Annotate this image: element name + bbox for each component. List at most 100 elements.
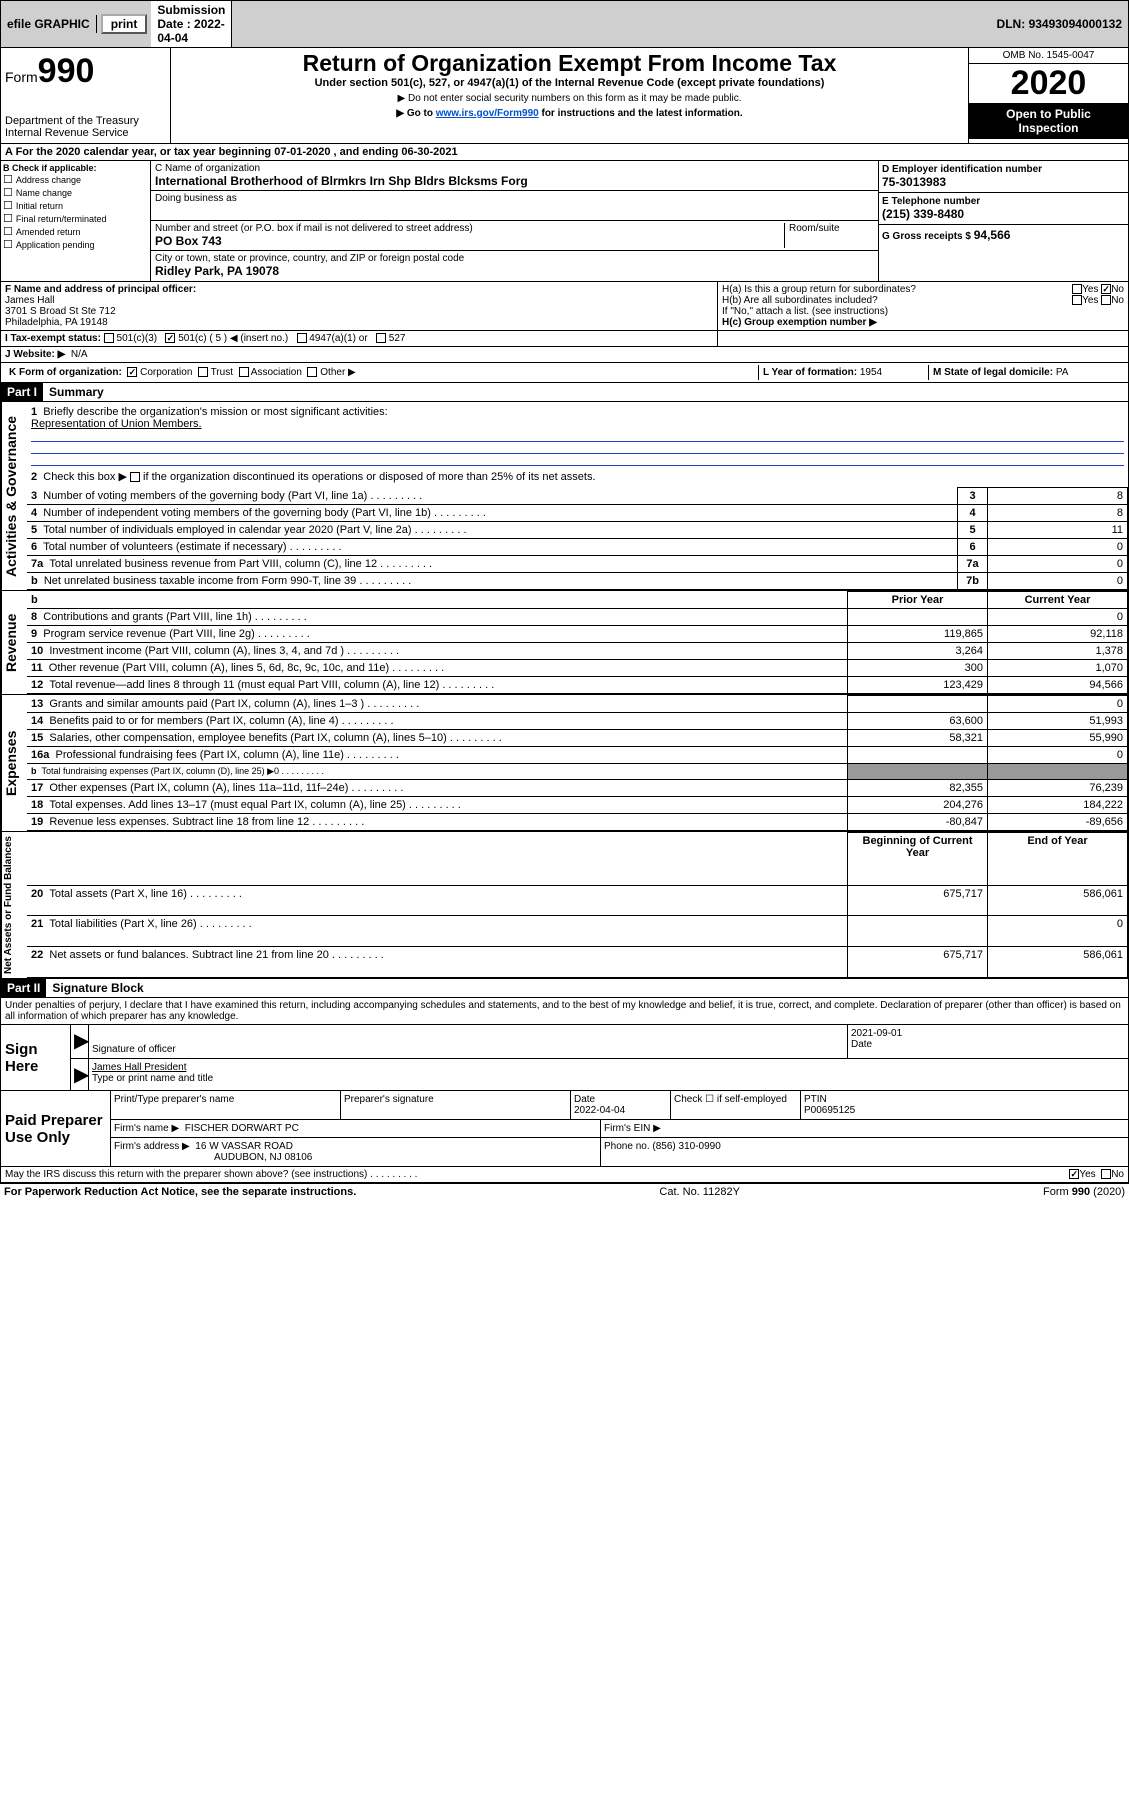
- part1-title: Summary: [43, 385, 104, 399]
- chk-final-return[interactable]: Final return/terminated: [3, 212, 148, 225]
- sign-date: 2021-09-01: [851, 1028, 902, 1039]
- open-inspection: Open to PublicInspection: [969, 103, 1128, 139]
- self-emp[interactable]: Check ☐ if self-employed: [671, 1091, 801, 1119]
- revenue-table: b Prior Year Current Year 8 Contribution…: [27, 591, 1128, 694]
- expenses-table: 13 Grants and similar amounts paid (Part…: [27, 695, 1128, 831]
- k-corp[interactable]: ✓: [127, 367, 137, 377]
- l-value: 1954: [860, 367, 882, 378]
- gross-label: G Gross receipts $: [882, 231, 971, 242]
- f-label: F Name and address of principal officer:: [5, 284, 196, 295]
- discuss-text: May the IRS discuss this return with the…: [5, 1169, 367, 1180]
- side-expenses: Expenses: [1, 695, 27, 831]
- side-netassets: Net Assets or Fund Balances: [1, 832, 27, 978]
- org-address: PO Box 743: [155, 234, 222, 248]
- c-name-label: C Name of organization: [155, 163, 874, 174]
- hb-label: H(b) Are all subordinates included?: [722, 295, 878, 306]
- officer-addr1: 3701 S Broad St Ste 712: [5, 306, 116, 317]
- ps-label: Preparer's signature: [341, 1091, 571, 1119]
- print-button[interactable]: print: [101, 14, 148, 34]
- paid-preparer: Paid Preparer Use Only: [1, 1091, 111, 1166]
- governance-table: 3 Number of voting members of the govern…: [27, 487, 1128, 590]
- i-label: I Tax-exempt status:: [5, 333, 101, 344]
- chk-name-change[interactable]: Name change: [3, 186, 148, 199]
- ein-label: D Employer identification number: [882, 164, 1042, 175]
- website-value: N/A: [71, 349, 88, 360]
- dln-value: 93493094000132: [1029, 17, 1122, 31]
- mission: Representation of Union Members.: [31, 418, 202, 430]
- chk-initial-return[interactable]: Initial return: [3, 199, 148, 212]
- sign-here: Sign Here: [1, 1025, 71, 1090]
- ptin: P00695125: [804, 1105, 855, 1116]
- tel-value: (215) 339-8480: [882, 207, 964, 221]
- city-label: City or town, state or province, country…: [155, 253, 874, 264]
- netassets-table: Beginning of Current Year End of Year 20…: [27, 832, 1128, 978]
- sig-officer-label: Signature of officer: [92, 1044, 176, 1055]
- part2-title: Signature Block: [46, 981, 143, 995]
- officer-name: James Hall: [5, 295, 54, 306]
- penalty-text: Under penalties of perjury, I declare th…: [0, 998, 1129, 1025]
- i-501c3[interactable]: [104, 333, 114, 343]
- l-label: L Year of formation:: [763, 367, 857, 378]
- subtitle2: ▶ Do not enter social security numbers o…: [173, 93, 966, 104]
- name-title-label: Type or print name and title: [92, 1073, 213, 1084]
- q1: Briefly describe the organization's miss…: [43, 406, 387, 418]
- row-a-taxyear: A For the 2020 calendar year, or tax yea…: [0, 144, 1129, 161]
- pt-label: Print/Type preparer's name: [111, 1091, 341, 1119]
- footer-left: For Paperwork Reduction Act Notice, see …: [4, 1186, 356, 1198]
- hb2-label: If "No," attach a list. (see instruction…: [722, 306, 888, 317]
- footer-mid: Cat. No. 11282Y: [659, 1186, 740, 1198]
- dba-label: Doing business as: [155, 193, 874, 204]
- i-4947[interactable]: [297, 333, 307, 343]
- ha-yes[interactable]: [1072, 284, 1082, 294]
- officer-addr2: Philadelphia, PA 19148: [5, 317, 108, 328]
- chk-amended[interactable]: Amended return: [3, 225, 148, 238]
- gross-value: 94,566: [974, 228, 1011, 242]
- arrow-icon-2: [71, 1059, 89, 1090]
- k-other[interactable]: [307, 367, 317, 377]
- irs-label: Internal Revenue Service: [5, 127, 166, 139]
- org-name: International Brotherhood of Blrmkrs Irn…: [155, 174, 528, 188]
- subtitle3: ▶ Go to www.irs.gov/Form990 for instruct…: [173, 108, 966, 119]
- side-revenue: Revenue: [1, 591, 27, 694]
- efile-label: efile GRAPHIC: [1, 15, 97, 33]
- discuss-yes[interactable]: ✓: [1069, 1169, 1079, 1179]
- b-header: B Check if applicable:: [3, 163, 97, 173]
- part1-num: Part I: [1, 383, 43, 401]
- i-501c[interactable]: ✓: [165, 333, 175, 343]
- hc-label: H(c) Group exemption number ▶: [722, 317, 877, 328]
- i-527[interactable]: [376, 333, 386, 343]
- ha-label: H(a) Is this a group return for subordin…: [722, 284, 916, 295]
- chk-app-pending[interactable]: Application pending: [3, 238, 148, 251]
- k-assoc[interactable]: [239, 367, 249, 377]
- discuss-no[interactable]: [1101, 1169, 1111, 1179]
- addr-label: Number and street (or P.O. box if mail i…: [155, 223, 784, 234]
- form-title: Return of Organization Exempt From Incom…: [173, 50, 966, 77]
- section-b: B Check if applicable: Address change Na…: [1, 161, 151, 281]
- hb-yes[interactable]: [1072, 295, 1082, 305]
- firm-addr1: 16 W VASSAR ROAD: [195, 1141, 293, 1152]
- hb-no[interactable]: [1101, 295, 1111, 305]
- firm-name: FISCHER DORWART PC: [185, 1123, 299, 1134]
- form-number: Form990: [5, 52, 166, 91]
- ha-no[interactable]: ✓: [1101, 284, 1111, 294]
- part2-num: Part II: [1, 979, 46, 997]
- subtitle1: Under section 501(c), 527, or 4947(a)(1)…: [173, 77, 966, 89]
- firm-phone: (856) 310-0990: [652, 1141, 720, 1152]
- org-city: Ridley Park, PA 19078: [155, 264, 279, 278]
- side-governance: Activities & Governance: [1, 402, 27, 590]
- dept-treasury: Department of the Treasury: [5, 115, 166, 127]
- date-label: Date: [851, 1039, 872, 1050]
- footer-right: Form 990 (2020): [1043, 1186, 1125, 1198]
- officer-name-title: James Hall President: [92, 1062, 186, 1073]
- firm-addr2: AUDUBON, NJ 08106: [114, 1152, 312, 1163]
- tel-label: E Telephone number: [882, 196, 980, 207]
- chk-address-change[interactable]: Address change: [3, 173, 148, 186]
- k-label: K Form of organization:: [9, 367, 122, 378]
- form990-link[interactable]: www.irs.gov/Form990: [436, 108, 539, 119]
- m-value: PA: [1056, 367, 1069, 378]
- k-trust[interactable]: [198, 367, 208, 377]
- firm-ein-label: Firm's EIN ▶: [601, 1120, 1128, 1137]
- arrow-icon: [71, 1025, 89, 1058]
- discontinued-chk[interactable]: [130, 472, 140, 482]
- dln-label: DLN:: [997, 17, 1026, 31]
